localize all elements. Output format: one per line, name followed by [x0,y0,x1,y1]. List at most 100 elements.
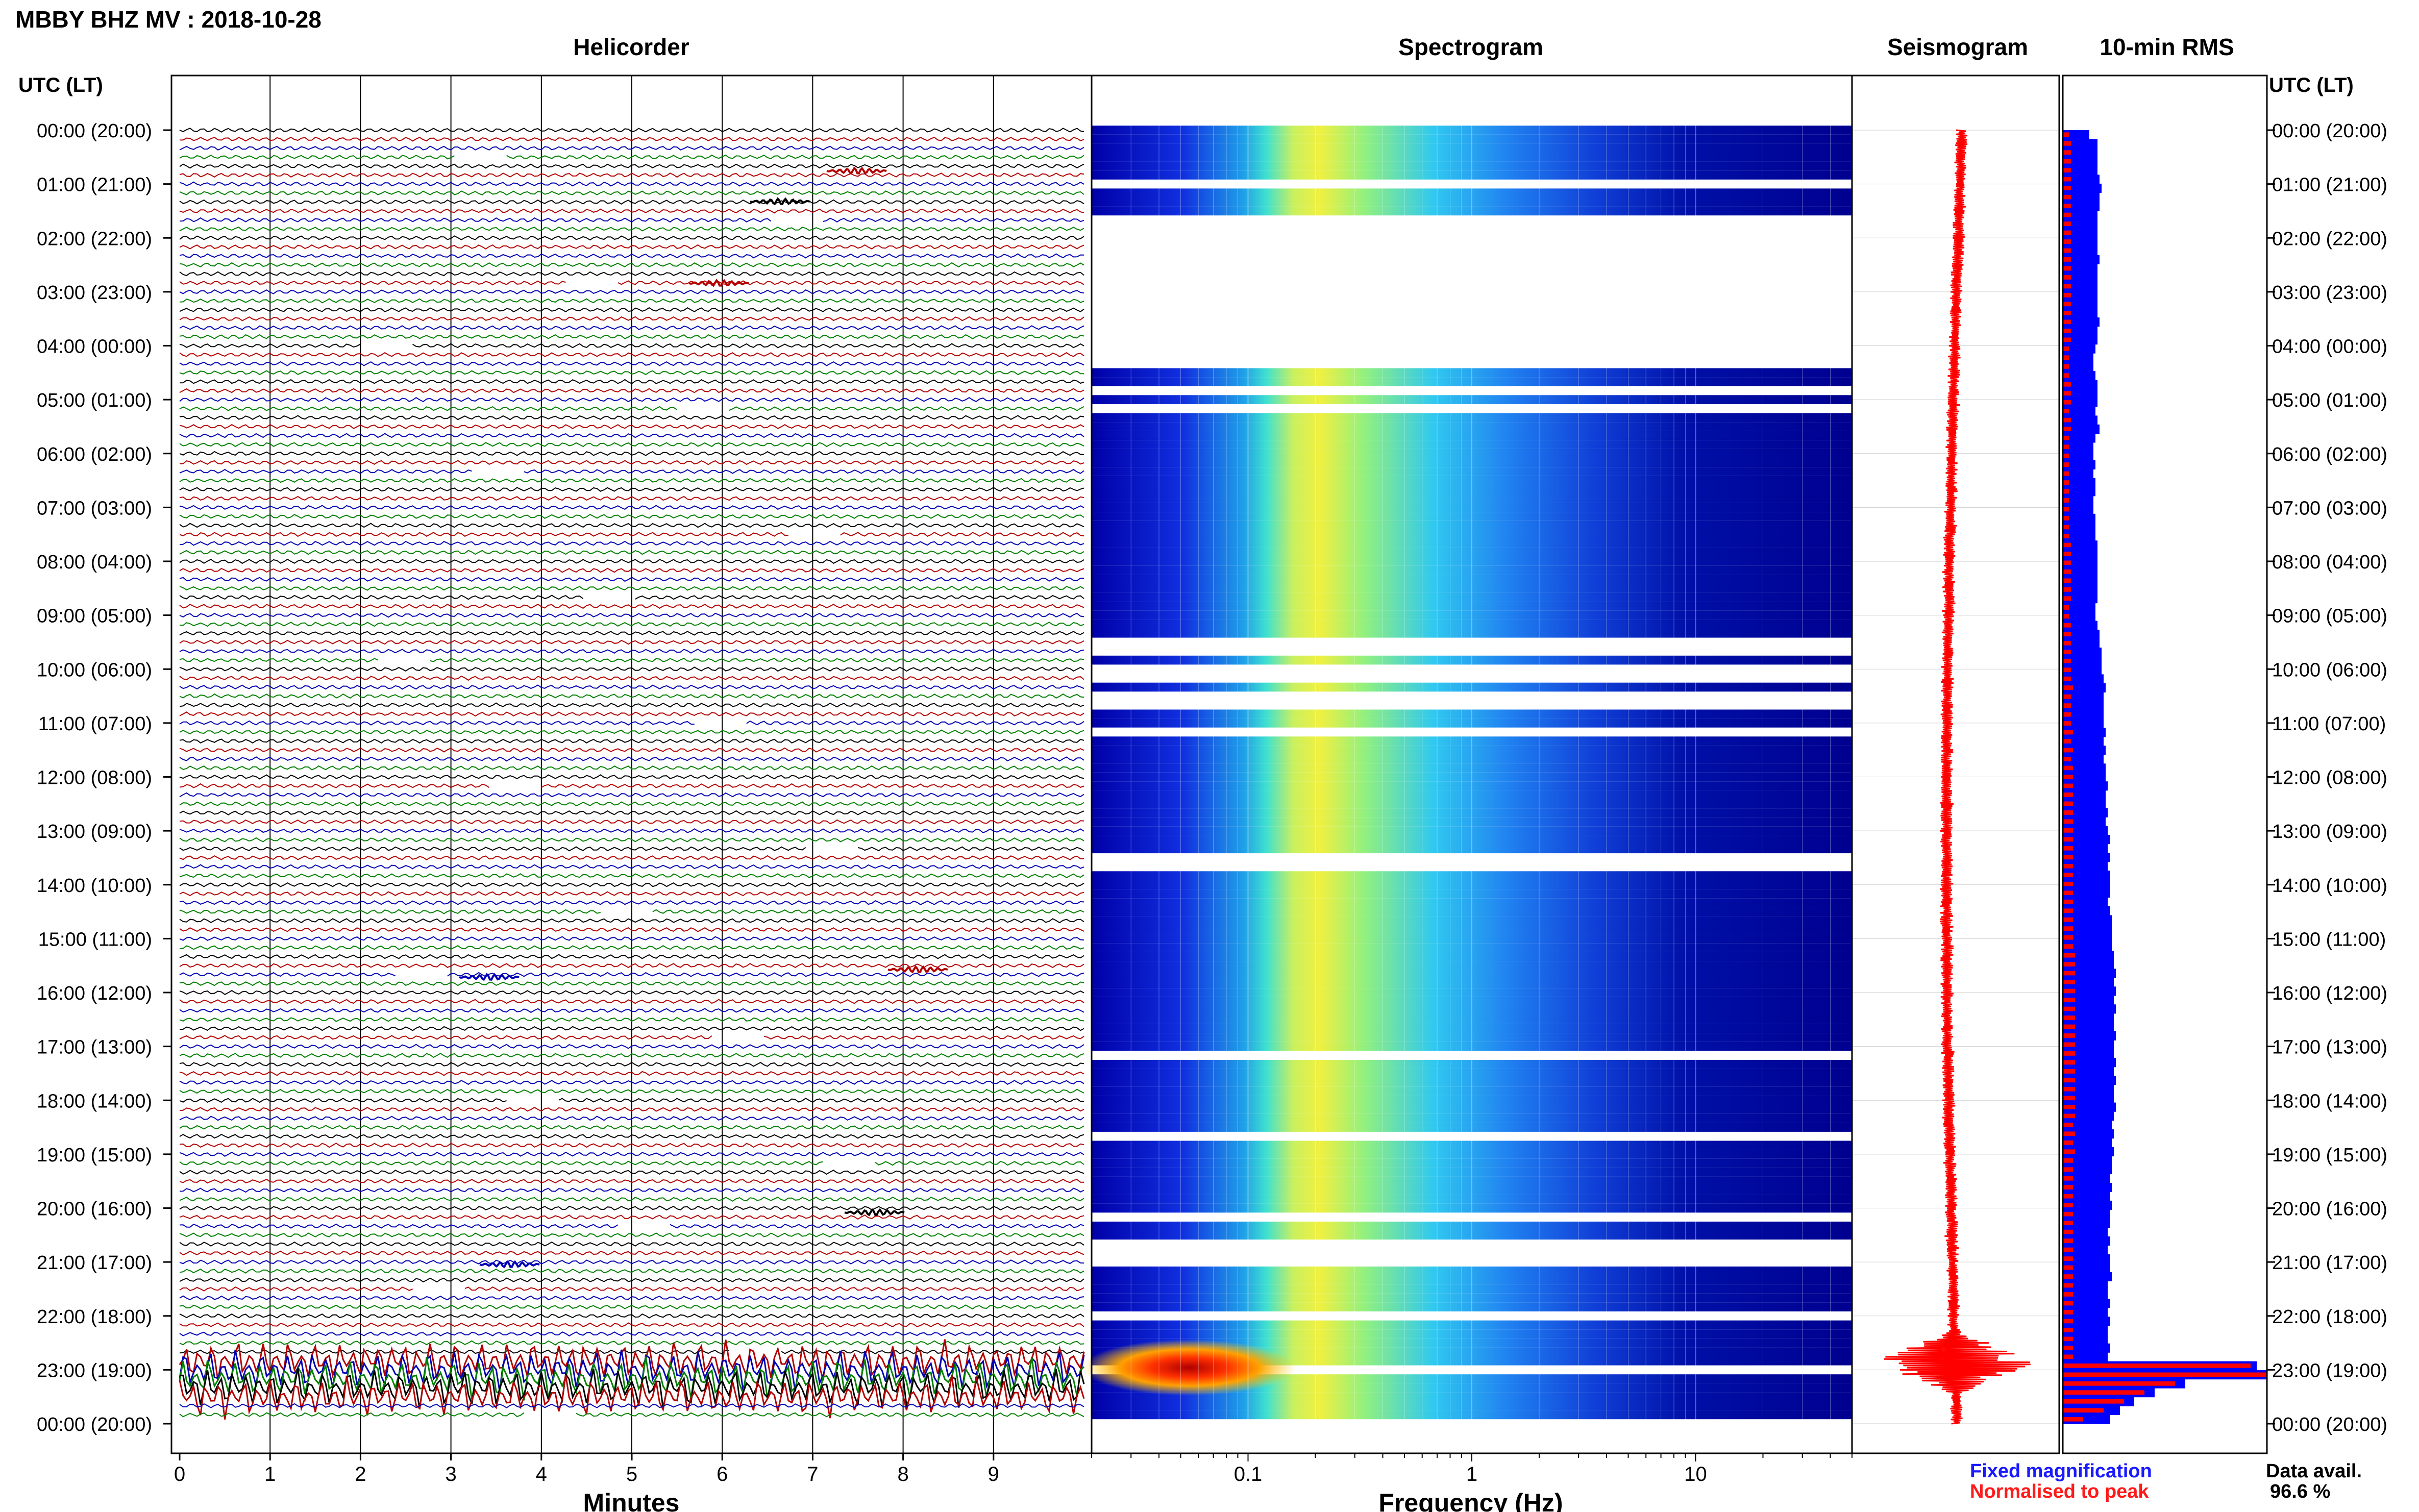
helicorder-trace [179,1295,1084,1301]
rms-bar-normalised [2063,159,2071,164]
time-label-left: 23:00 (19:00) [37,1360,152,1381]
spectrogram-row [1092,1266,1852,1276]
rms-bar-fixed [2063,656,2102,666]
time-label-left: 20:00 (16:00) [37,1199,152,1220]
time-label-right: 08:00 (04:00) [2272,552,2387,573]
helicorder-trace [179,262,1084,268]
rms-bar-normalised [2063,168,2071,172]
helicorder-trace [179,1026,1084,1031]
helicorder-trace [179,801,1084,807]
helicorder-trace [179,1178,1084,1184]
rms-bar-fixed [2063,977,2114,987]
spectrogram-row [1092,961,1852,970]
time-label-left: 00:00 (20:00) [37,120,152,142]
spectrogram-row [1092,1338,1852,1348]
rms-bar-fixed [2063,523,2095,532]
rms-bar-normalised [2063,560,2071,565]
rms-bar-normalised [2063,462,2069,467]
helicorder-trace [179,1170,1084,1175]
rms-bar-normalised [2063,605,2069,610]
rms-bar-normalised [2063,632,2071,637]
rms-bar-fixed [2063,1272,2112,1281]
spectrogram-row [1092,799,1852,809]
time-label-left: 13:00 (09:00) [37,821,152,842]
helicorder-trace [179,747,1084,753]
rms-bar-normalised [2063,810,2073,815]
helicorder-trace [179,873,1084,879]
rms-bar-normalised [2063,1185,2073,1189]
rms-bar-normalised [2063,596,2071,601]
rms-bar-normalised [2063,819,2073,824]
helicorder-trace [179,487,1084,492]
rms-bar-fixed [2063,621,2097,630]
rms-title: 10-min RMS [2100,34,2234,60]
spectrogram-row [1092,1060,1852,1069]
helicorder-trace [179,882,1084,887]
helicorder-trace [635,594,1084,600]
rms-bar-fixed [2063,933,2112,943]
rms-bar-fixed [2063,495,2093,505]
spectrogram-row [1092,772,1852,782]
helicorder-trace [179,1331,1084,1337]
rms-bar-fixed [2063,558,2097,568]
spectrogram-row [1092,781,1852,790]
spectrogram-row [1092,395,1852,404]
spectrogram-row [1092,565,1852,575]
rms-bar-fixed [2063,192,2100,202]
time-label-left: 10:00 (06:00) [37,659,152,681]
rms-bar-normalised [2063,712,2071,717]
spectrogram-row [1092,1086,1852,1096]
rms-bar-normalised [2063,177,2071,182]
rms-bar-normalised [2063,1390,2144,1395]
rms-bar-fixed [2063,772,2106,782]
rms-bar-fixed [2063,219,2097,229]
helicorder-trace [179,513,1084,519]
time-label-left: 00:00 (20:00) [37,1414,152,1435]
helicorder-trace [179,1232,1084,1238]
helicorder-trace [179,927,1084,932]
spectrogram-row [1092,449,1852,458]
helicorder-trace [179,577,1084,582]
rms-bar-fixed [2063,139,2097,148]
spectrogram-row [1092,790,1852,800]
time-label-left: 21:00 (17:00) [37,1252,152,1274]
helicorder-trace [180,136,1084,142]
rms-bar-normalised [2063,1328,2073,1332]
spectrogram-row [1092,153,1852,162]
rms-bar-normalised [2063,1006,2075,1011]
helicorder-trace [179,379,1084,384]
rms-bar-normalised [2063,944,2073,949]
rms-bar-normalised [2063,1087,2075,1092]
spectrogram-row [1092,1401,1852,1410]
rms-bar-normalised [2063,926,2073,931]
spectrogram-row [1092,539,1852,548]
time-label-left: 14:00 (10:00) [37,875,152,897]
helicorder-trace [447,972,1084,977]
helicorder-trace [179,1116,1084,1121]
rms-bar-fixed [2063,460,2095,469]
rms-bar-normalised [2063,248,2071,253]
helicorder-trace [179,909,601,914]
spectrogram-row [1092,1123,1852,1132]
time-label-right: 20:00 (16:00) [2272,1199,2387,1220]
rms-bar-fixed [2063,1174,2110,1183]
rms-bar-normalised [2063,667,2071,672]
rms-bar-normalised [2063,730,2073,735]
helicorder-trace [179,864,1084,870]
rms-bar-normalised [2063,337,2071,342]
spectrogram-row [1092,1033,1852,1042]
rms-bar-fixed [2063,648,2102,657]
time-label-right: 11:00 (07:00) [2272,713,2386,735]
spectrogram-row [1092,736,1852,746]
helicorder-trace [179,711,1084,717]
time-label-right: 18:00 (14:00) [2272,1090,2387,1112]
helicorder-trace [763,1034,1084,1040]
seismogram-panel [1852,129,2059,1425]
helicorder-trace [179,190,1084,196]
helicorder-trace [179,819,1084,825]
rms-bar-normalised [2063,1372,2267,1377]
helicorder-trace [179,145,1084,151]
rms-bar-fixed [2063,754,2104,764]
time-label-right: 06:00 (02:00) [2272,444,2387,465]
rms-bar-normalised [2063,864,2073,869]
